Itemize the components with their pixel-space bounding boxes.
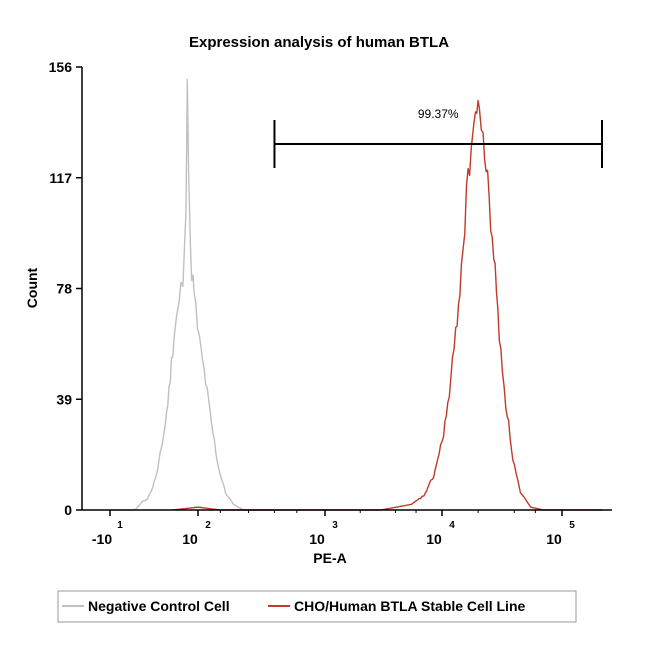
x-tick-label-exponent: 4 [449,520,455,531]
x-tick-label-base: 10 [309,531,325,547]
y-tick-label: 0 [64,502,72,518]
legend-box [57,590,577,623]
y-axis-ticks: 0 39 78 117 156 [49,59,82,518]
x-axis-ticks: -10 1 10 2 10 3 10 4 10 5 [92,510,575,547]
legend-label-btla-cell-line: CHO/Human BTLA Stable Cell Line [294,598,525,614]
y-tick-label: 156 [49,59,73,75]
series-line-1 [172,99,602,511]
y-tick-label: 117 [49,170,72,186]
legend-label-negative-control: Negative Control Cell [88,598,230,614]
x-tick-label-base: 10 [426,531,442,547]
x-tick-label-exponent: 3 [332,520,338,531]
x-tick-label-base: 10 [182,531,198,547]
x-tick-label-base: -10 [92,531,112,547]
x-tick-label-exponent: 2 [205,520,211,531]
y-tick-label: 78 [56,281,72,297]
gate-percentage-label: 99.37% [418,107,459,121]
gate-marker: 99.37% [273,107,603,168]
chart-title: Expression analysis of human BTLA [189,34,449,51]
x-tick-label-exponent: 1 [117,520,123,531]
y-axis-label: Count [24,267,40,308]
series-line-0 [110,78,275,511]
x-axis-label: PE-A [313,550,346,566]
x-tick-label-exponent: 5 [569,520,575,531]
y-tick-label: 39 [56,391,72,407]
x-tick-label-base: 10 [546,531,562,547]
